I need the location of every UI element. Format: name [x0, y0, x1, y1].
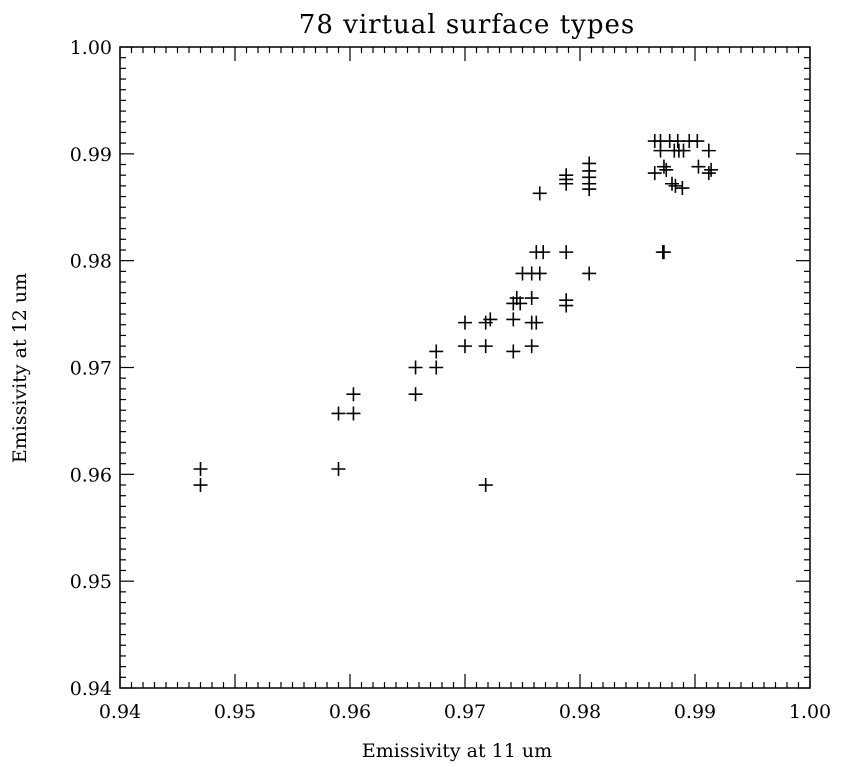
y-axis-label: Emissivity at 12 um — [9, 273, 31, 463]
x-tick-label: 1.00 — [789, 701, 831, 723]
axis-tick-labels: 0.94 0.95 0.96 0.97 0.98 0.99 1.00 0.94 0.95 0.96… — [70, 37, 831, 723]
data-point — [532, 186, 547, 201]
data-point — [346, 406, 361, 421]
data-point — [559, 168, 574, 183]
data-point — [668, 178, 683, 193]
x-axis-label: Emissivity at 11 um — [362, 740, 552, 762]
data-point — [647, 166, 662, 181]
data-points — [193, 134, 719, 493]
data-point — [331, 406, 346, 421]
data-point — [659, 162, 674, 177]
data-point — [653, 143, 668, 158]
data-point — [524, 339, 539, 354]
y-tick-label: 1.00 — [70, 37, 112, 59]
x-tick-label: 0.97 — [444, 701, 486, 723]
data-point — [701, 143, 716, 158]
data-point — [524, 291, 539, 306]
data-point — [506, 312, 521, 327]
data-point — [690, 134, 705, 149]
plot-frame — [119, 46, 811, 689]
data-point — [193, 461, 208, 476]
data-point — [408, 387, 423, 402]
data-point — [458, 339, 472, 354]
data-point — [559, 245, 574, 260]
x-tick-label: 0.99 — [674, 701, 716, 723]
data-point — [506, 344, 521, 359]
data-point — [331, 461, 346, 476]
data-point — [656, 159, 671, 174]
data-point — [458, 315, 472, 330]
data-point — [559, 293, 574, 308]
y-tick-label: 0.96 — [70, 464, 112, 486]
data-point — [429, 360, 444, 375]
data-point — [582, 266, 597, 281]
data-point — [529, 315, 544, 330]
chart-title: 78 virtual surface types — [299, 10, 635, 40]
y-tick-label: 0.98 — [70, 251, 112, 273]
data-point — [193, 478, 208, 493]
data-point — [675, 181, 690, 196]
data-point — [691, 159, 706, 174]
y-tick-label: 0.95 — [70, 571, 112, 593]
data-point — [483, 312, 498, 327]
data-point — [656, 245, 671, 260]
data-point — [346, 387, 361, 402]
data-point — [701, 166, 716, 181]
data-point — [582, 156, 597, 171]
x-tick-label: 0.94 — [99, 701, 141, 723]
data-point — [513, 296, 528, 311]
x-tick-label: 0.96 — [329, 701, 371, 723]
data-point — [536, 245, 551, 260]
y-tick-label: 0.94 — [70, 678, 112, 700]
axis-ticks — [119, 46, 811, 689]
data-point — [478, 478, 493, 493]
data-point — [665, 176, 679, 191]
y-tick-label: 0.97 — [70, 358, 112, 380]
x-tick-label: 0.95 — [214, 701, 256, 723]
y-tick-label: 0.99 — [70, 144, 112, 166]
data-point — [429, 344, 444, 359]
data-point — [408, 360, 423, 375]
data-point — [478, 339, 493, 354]
x-tick-label: 0.98 — [559, 701, 601, 723]
data-point — [532, 266, 547, 281]
data-point — [676, 143, 691, 158]
data-point — [704, 162, 719, 177]
